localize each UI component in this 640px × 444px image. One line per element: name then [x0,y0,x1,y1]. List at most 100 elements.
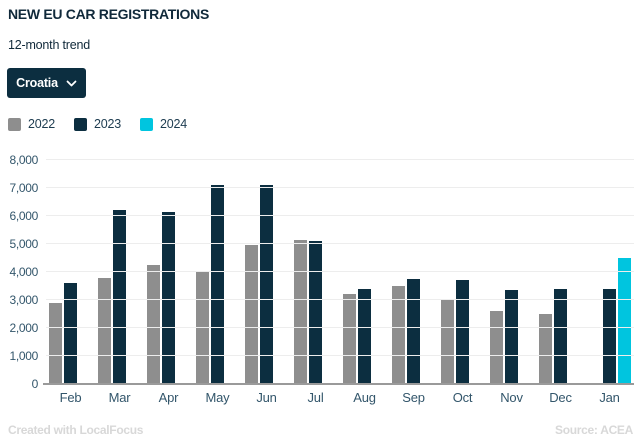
bars-layer [46,160,634,384]
bar-2023-jan[interactable] [603,288,616,384]
bar-slot [471,160,484,384]
bar-slot [539,160,552,384]
country-dropdown[interactable]: Croatia [7,68,86,98]
legend-swatch [140,117,154,131]
gridline [46,299,634,300]
legend-swatch [74,117,88,131]
gridline [46,327,634,328]
bar-slot [603,160,616,384]
bar-2023-mar[interactable] [113,210,126,384]
y-axis-tick-label: 4,000 [9,265,38,279]
gridline [46,355,634,356]
legend-label: 2023 [94,117,122,131]
bar-2023-nov[interactable] [505,290,518,384]
bar-slot [358,160,371,384]
bar-group-feb [46,160,95,384]
bar-2022-nov[interactable] [490,311,503,384]
bar-group-sep [389,160,438,384]
bar-slot [618,160,631,384]
legend-label: 2024 [160,117,188,131]
bar-group-mar [95,160,144,384]
bar-slot [113,160,126,384]
gridline [46,215,634,216]
bar-group-dec [536,160,585,384]
attribution-text: Created with LocalFocus [8,423,144,437]
bar-slot [294,160,307,384]
x-axis-label-apr: Apr [158,390,179,405]
gridline [46,159,634,160]
x-axis-baseline [43,383,634,385]
x-axis-label-feb: Feb [59,390,82,405]
bar-group-jan [585,160,634,384]
bar-slot [196,160,209,384]
bar-2022-dec[interactable] [539,314,552,384]
bar-slot [392,160,405,384]
legend-item-2022[interactable]: 2022 [8,117,55,131]
bar-2022-apr[interactable] [147,265,160,384]
x-axis-label-jul: Jul [307,390,324,405]
gridline [46,243,634,244]
bar-slot [554,160,567,384]
x-axis-label-jun: Jun [256,390,277,405]
bar-2023-feb[interactable] [64,283,77,384]
bar-slot [569,160,582,384]
plot-area [43,159,634,385]
bar-slot [441,160,454,384]
y-axis-tick-label: 5,000 [9,237,38,251]
country-dropdown-label: Croatia [16,76,58,90]
bar-2023-oct[interactable] [456,280,469,384]
x-axis-label-sep: Sep [402,390,425,405]
bar-slot [211,160,224,384]
bar-slot [49,160,62,384]
x-axis: Feb Mar Apr May Jun Jul Aug Sep Oct Nov Dec Jan [46,390,634,405]
bar-2023-apr[interactable] [162,211,175,384]
y-axis-tick-label: 6,000 [9,209,38,223]
bar-group-oct [438,160,487,384]
x-axis-label-dec: Dec [549,390,572,405]
legend-item-2024[interactable]: 2024 [140,117,187,131]
bar-2022-jul[interactable] [294,239,307,384]
bar-slot [490,160,503,384]
bar-slot [128,160,141,384]
bar-slot [422,160,435,384]
bar-2022-sep[interactable] [392,286,405,384]
chevron-down-icon [66,80,77,86]
bar-group-aug [340,160,389,384]
x-axis-label-oct: Oct [452,390,473,405]
legend-label: 2022 [28,117,56,131]
gridline [46,271,634,272]
bar-slot [343,160,356,384]
bar-2022-aug[interactable] [343,294,356,384]
x-axis-label-nov: Nov [500,390,523,405]
bar-2023-jun[interactable] [260,185,273,384]
bar-slot [407,160,420,384]
bar-slot [588,160,601,384]
bar-slot [309,160,322,384]
bar-slot [162,160,175,384]
bar-2022-feb[interactable] [49,302,62,384]
y-axis-tick-label: 2,000 [9,321,38,335]
bar-2022-oct[interactable] [441,300,454,384]
bar-2023-sep[interactable] [407,279,420,384]
bar-group-nov [487,160,536,384]
bar-2023-aug[interactable] [358,288,371,384]
bar-group-may [193,160,242,384]
bar-slot [324,160,337,384]
bar-2023-jul[interactable] [309,241,322,384]
bar-2022-mar[interactable] [98,277,111,384]
page-subtitle: 12-month trend [8,38,90,52]
source-text: Source: ACEA [555,423,633,437]
bar-group-apr [144,160,193,384]
bar-2023-dec[interactable] [554,288,567,384]
gridline [46,187,634,188]
bar-2023-may[interactable] [211,185,224,384]
legend-item-2023[interactable]: 2023 [74,117,121,131]
bar-slot [226,160,239,384]
y-axis-tick-label: 7,000 [9,181,38,195]
y-axis-tick-label: 8,000 [9,153,38,167]
bar-slot [275,160,288,384]
bar-2024-jan[interactable] [618,258,631,384]
bar-slot [79,160,92,384]
bar-2022-jun[interactable] [245,245,258,384]
bar-group-jun [242,160,291,384]
